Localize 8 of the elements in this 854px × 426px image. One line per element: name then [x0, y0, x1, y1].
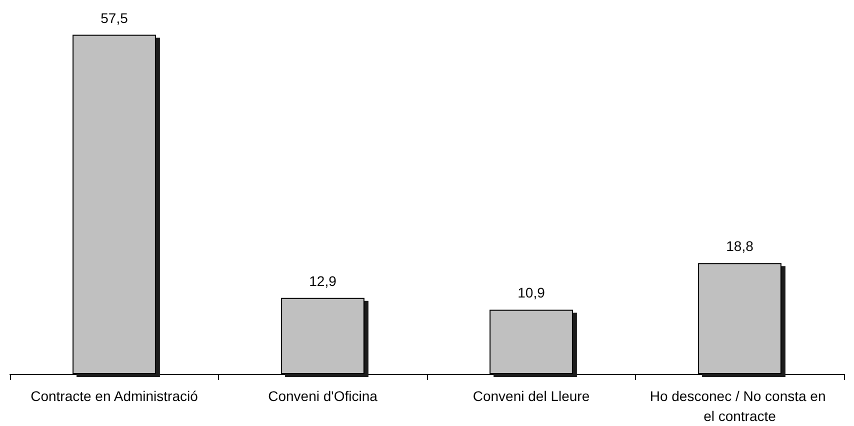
x-tick-label: Conveni del Lleure [472, 388, 590, 404]
x-tick-label: Conveni d'Oficina [268, 388, 378, 404]
data-label: 57,5 [100, 10, 128, 26]
x-tick-label: Contracte en Administració [30, 388, 198, 404]
data-label: 18,8 [726, 238, 754, 254]
x-tick-label: Ho desconec / No consta en el contracte [650, 388, 830, 424]
data-label: 10,9 [518, 284, 546, 301]
data-label: 12,9 [309, 272, 337, 289]
